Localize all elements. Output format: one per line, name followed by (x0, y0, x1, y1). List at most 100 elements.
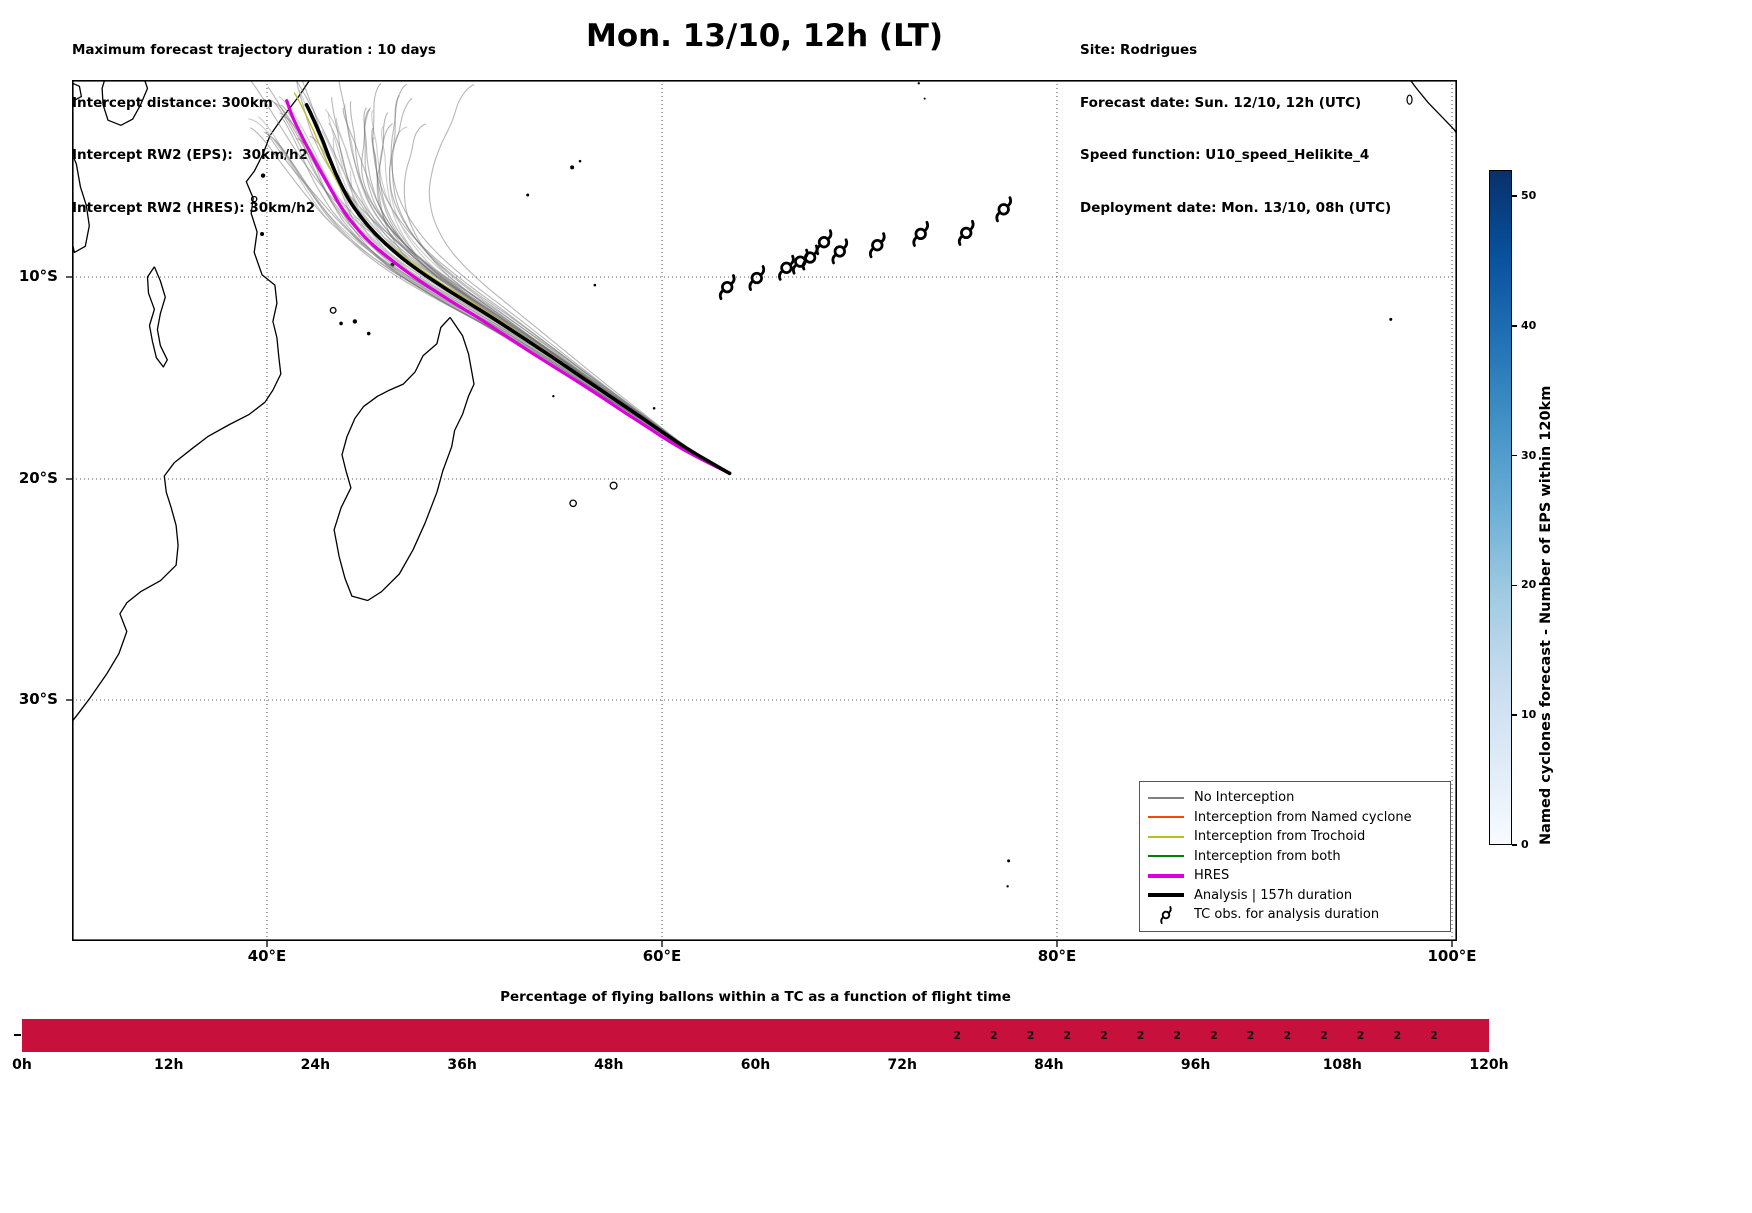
hres-track (285, 99, 732, 475)
time-tick-label: 0h (12, 1057, 32, 1073)
balloon-value-label: 2 (1320, 1029, 1328, 1042)
colorbar-tick-label: 20 (1521, 578, 1537, 592)
colorbar-tick-mark (1512, 325, 1517, 327)
legend-line-sample (1148, 893, 1184, 898)
legend-rows: No Interception Interception from Named c… (1148, 788, 1440, 925)
legend-line-icon (1148, 893, 1184, 898)
balloon-value-label: 2 (1210, 1029, 1218, 1042)
tc-obs-symbol (815, 229, 833, 256)
legend-line-icon (1148, 835, 1184, 838)
time-tick-label: 72h (887, 1057, 917, 1073)
ensemble-track (372, 83, 730, 474)
island (250, 195, 258, 203)
ensemble-track (257, 116, 730, 474)
tc-obs-symbol (801, 244, 819, 271)
legend-line-icon (1148, 816, 1184, 819)
header-right-line: Deployment date: Mon. 13/10, 08h (UTC) (1080, 199, 1392, 216)
x-tick-label: 100°E (1427, 947, 1477, 965)
tc-obs-symbol (778, 254, 795, 281)
colorbar-tick-label: 0 (1521, 838, 1529, 851)
colorbar-tick-mark (1512, 844, 1517, 846)
balloon-value-label: 2 (1283, 1029, 1292, 1042)
header-right: Site: Rodrigues Forecast date: Sun. 12/1… (1080, 7, 1391, 252)
ensemble-track (295, 80, 730, 474)
ensemble-track (363, 107, 730, 474)
colorbar-tick-mark (1512, 584, 1517, 587)
legend-line-icon (1148, 796, 1184, 799)
island (260, 231, 265, 236)
legend-line-sample (1148, 855, 1184, 858)
island (1007, 859, 1011, 863)
y-tick-label: 10°S (18, 267, 58, 285)
time-tick-label: 60h (740, 1057, 771, 1073)
ensemble-track (372, 137, 730, 474)
ensemble-track (363, 108, 730, 474)
colorbar (1489, 170, 1512, 845)
map-canvas (66, 80, 1458, 947)
ensemble-track (371, 127, 730, 474)
balloon-value-label: 2 (1246, 1029, 1255, 1042)
legend-label: TC obs. for analysis duration (1194, 907, 1380, 923)
time-tick-label: 12h (153, 1057, 184, 1073)
header-left-line: Intercept distance: 300km (72, 94, 273, 111)
y-tick-label: 20°S (18, 469, 58, 487)
tc-obs-symbol-icon (1148, 904, 1184, 926)
bar-y-tick (14, 1034, 21, 1036)
legend-entry: No Interception (1148, 788, 1440, 808)
balloon-value-label: 2 (1136, 1029, 1145, 1042)
island (1389, 317, 1393, 321)
island (570, 165, 575, 170)
ensemble-track (295, 80, 730, 474)
africa-coastline (72, 80, 311, 723)
y-tick-label: 30°S (18, 690, 58, 708)
legend-entry: Analysis | 157h duration (1148, 886, 1440, 906)
legend-line-sample (1148, 873, 1184, 878)
tc-obs-symbol (1160, 905, 1172, 924)
balloon-value-label: 2 (953, 1029, 962, 1042)
header-left: Maximum forecast trajectory duration : 1… (72, 7, 436, 252)
ensemble-track (296, 138, 730, 474)
island (352, 319, 358, 324)
island (917, 82, 920, 85)
ensemble-track (271, 100, 730, 474)
header-left-line: Intercept RW2 (EPS): 30km/h2 (72, 147, 308, 163)
time-tick-label: 48h (594, 1057, 624, 1073)
ensemble-track (361, 107, 730, 474)
time-tick-label: 120h (1469, 1057, 1509, 1073)
ensemble-track (332, 137, 730, 474)
trochoid-track (293, 92, 730, 474)
legend-label: Analysis | 157h duration (1194, 887, 1353, 903)
ensemble-track (263, 131, 730, 474)
island (652, 407, 656, 410)
tc-obs-symbol (995, 196, 1012, 223)
island (526, 193, 530, 197)
balloon-value-label: 2 (990, 1029, 998, 1042)
balloon-value-label: 2 (1356, 1029, 1365, 1042)
legend-entry: Interception from Named cyclone (1148, 808, 1440, 828)
ensemble-track (390, 83, 730, 474)
colorbar-tick-label: 40 (1521, 318, 1537, 332)
island (923, 97, 926, 100)
ensemble-track (389, 97, 730, 474)
island (339, 321, 343, 326)
island (569, 499, 577, 508)
lake-edward (72, 82, 83, 102)
legend-label: Interception from Named cyclone (1194, 809, 1412, 825)
ensemble-track (327, 112, 730, 474)
colorbar-tick-label: 50 (1521, 188, 1537, 202)
legend-label: Interception from Trochoid (1194, 829, 1366, 845)
ensemble-track (267, 86, 730, 474)
ensemble-track (280, 115, 730, 474)
legend-entry: Interception from both (1148, 847, 1440, 867)
legend-line-sample (1148, 835, 1184, 838)
tc-obs-symbol (912, 220, 929, 247)
ensemble-track (342, 107, 730, 474)
bottom-chart-title: Percentage of flying ballons within a TC… (500, 989, 1011, 1005)
balloon-value-label: 2 (1026, 1029, 1035, 1042)
legend-entry: TC obs. for analysis duration (1148, 905, 1440, 925)
header-right-line: Forecast date: Sun. 12/10, 12h (UTC) (1080, 94, 1362, 111)
legend-line-icon (1148, 855, 1184, 858)
ensemble-track (349, 101, 730, 474)
legend-entry: Interception from Trochoid (1148, 827, 1440, 847)
